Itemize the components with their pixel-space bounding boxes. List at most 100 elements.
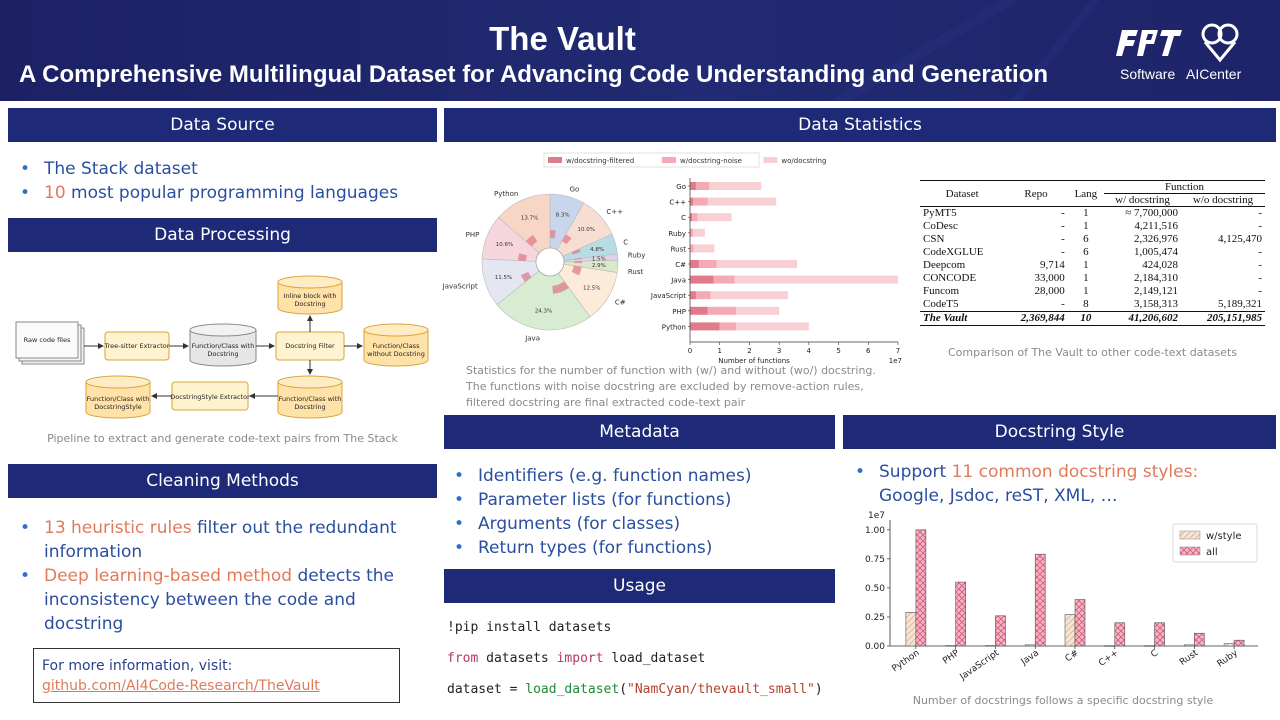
- data-statistics-header: Data Statistics: [444, 108, 1276, 142]
- legend-frame: [543, 152, 760, 168]
- metadata-list: Identifiers (e.g. function names) Parame…: [452, 464, 832, 560]
- table-cell: 2,149,121: [1134, 285, 1178, 297]
- list-item: Return types (for functions): [452, 536, 832, 560]
- legend-label: w/style: [1206, 531, 1242, 542]
- y-tick-label: 0.50: [865, 584, 885, 594]
- pie-slice-label: 10.6%: [496, 242, 513, 248]
- docstring-style-header: Docstring Style: [843, 415, 1276, 449]
- pie-category-label: C#: [615, 299, 626, 307]
- legend-swatch: [662, 157, 676, 163]
- bar-category-label: C: [681, 214, 686, 222]
- x-tick-label: 6: [866, 347, 871, 355]
- bar-segment: [692, 213, 698, 222]
- bar-segment: [692, 197, 708, 206]
- docstring-style-caption: Number of docstrings follows a specific …: [912, 694, 1214, 707]
- table-cell: PyMT5: [923, 207, 957, 219]
- svg-text:Docstring: Docstring: [294, 403, 325, 411]
- bar-segment: [736, 306, 780, 315]
- table-cell: 424,028: [1142, 259, 1178, 271]
- svg-text:Docstring: Docstring: [294, 300, 325, 308]
- pie-slice-label: 24.3%: [535, 309, 552, 315]
- list-item: Deep learning-based method detects the i…: [18, 564, 430, 636]
- bar-segment: [695, 291, 711, 300]
- pie-slice-label: 11.5%: [495, 275, 512, 281]
- cleaning-methods-header: Cleaning Methods: [8, 464, 437, 498]
- bar-segment: [693, 244, 715, 253]
- pie-inner-ring: [571, 265, 582, 276]
- x-tick-label: 5: [836, 347, 840, 355]
- bar-segment: [690, 306, 708, 315]
- bar-segment: [690, 260, 699, 268]
- filtered-function-store: Function/Class with Docstring: [277, 375, 343, 419]
- x-tick-label: 0: [688, 347, 692, 355]
- x-axis-title: Number of functions: [718, 357, 790, 365]
- bar-segment: [713, 275, 735, 284]
- pie-inner-ring: [520, 271, 532, 283]
- pie-slice-label: 13.7%: [521, 215, 538, 221]
- raw-code-files-node: Raw code files: [15, 321, 85, 365]
- bar-segment: [719, 322, 737, 331]
- table-cell: 8: [1083, 298, 1089, 310]
- bar-segment: [690, 322, 720, 331]
- table-row: PyMT5 - 1 ≈ 7,700,000 -: [920, 207, 1265, 221]
- bar: [1104, 645, 1116, 647]
- bar-segment: [734, 275, 898, 284]
- pie-inner-ring: [571, 248, 581, 255]
- table-cell: -: [1061, 233, 1065, 245]
- repo-link[interactable]: github.com/AI4Code-Research/TheVault: [42, 678, 320, 694]
- pie-category-label: C: [623, 239, 628, 247]
- table-cell: CONCODE: [923, 272, 977, 284]
- x-tick-label: 2: [747, 347, 751, 355]
- table-cell: 6: [1083, 233, 1089, 245]
- table-cell: -: [1061, 298, 1065, 310]
- bar-segment: [695, 182, 710, 190]
- table-cell: 1: [1083, 272, 1089, 284]
- bar: [985, 645, 996, 647]
- bar-segment: [707, 306, 737, 315]
- function-count-bar-chart: w/docstring-filtered w/docstring-noise wo/…: [543, 152, 902, 365]
- bar: [1233, 639, 1245, 647]
- table-cell: 4,211,516: [1134, 220, 1178, 232]
- pie-inner-ring: [573, 261, 582, 264]
- list-item: 13 heuristic rules filter out the redund…: [18, 516, 430, 564]
- header-banner: The Vault A Comprehensive Multilingual D…: [0, 0, 1280, 101]
- fpt-logo-label: Software: [1120, 66, 1176, 82]
- bar-category-label: PHP: [672, 308, 686, 316]
- x-tick-label: Rust: [1178, 648, 1200, 668]
- legend-swatch: [548, 157, 562, 163]
- svg-text:Inline block with: Inline block with: [284, 292, 337, 300]
- pie-category-label: Java: [524, 334, 540, 342]
- list-item: Arguments (for classes): [452, 512, 832, 536]
- x-tick-label: C#: [1064, 648, 1081, 664]
- table-cell: CoDesc: [923, 220, 958, 232]
- bar-category-label: Python: [662, 323, 686, 331]
- table-cell: -: [1258, 220, 1262, 232]
- legend-label: w/docstring-noise: [680, 157, 742, 165]
- table-cell: -: [1061, 246, 1065, 258]
- x-scale-label: 1e7: [889, 357, 902, 365]
- chart-legend: w/style all: [1172, 523, 1258, 563]
- svg-text:Function/Class with: Function/Class with: [279, 395, 342, 403]
- docstring-style-bar-chart: 1e7 0.00 0.25 0.50 0.75 1.00 Python PHPJavaScri…: [865, 511, 1258, 683]
- bar-category-label: Go: [676, 183, 686, 191]
- bar: [1024, 644, 1036, 647]
- svg-text:Tree-sitter Extractor: Tree-sitter Extractor: [104, 342, 170, 350]
- table-row: Funcom 28,000 1 2,149,121 -: [920, 285, 1265, 298]
- bar: [945, 645, 956, 647]
- statistics-caption: Statistics for the number of function wi…: [466, 364, 876, 409]
- bar-segment: [692, 228, 705, 237]
- table-row: CodeT5 - 8 3,158,313 5,189,321: [920, 298, 1265, 312]
- table-cell: -: [1258, 207, 1262, 219]
- bar-segment: [690, 182, 696, 190]
- x-tick-label: Java: [1019, 648, 1041, 668]
- table-cell: 10: [1080, 312, 1092, 324]
- bar: [1144, 645, 1155, 647]
- x-tick-label: 3: [777, 347, 781, 355]
- function-with-docstring-store: Function/Class with Docstring: [189, 323, 257, 367]
- pie-inner-ring: [552, 281, 569, 294]
- pie-category-label: Ruby: [628, 251, 646, 259]
- table-cell: -: [1258, 272, 1262, 284]
- table-cell: -: [1258, 246, 1262, 258]
- bar-segment: [736, 322, 809, 331]
- bar-category-label: JavaScript: [650, 292, 686, 300]
